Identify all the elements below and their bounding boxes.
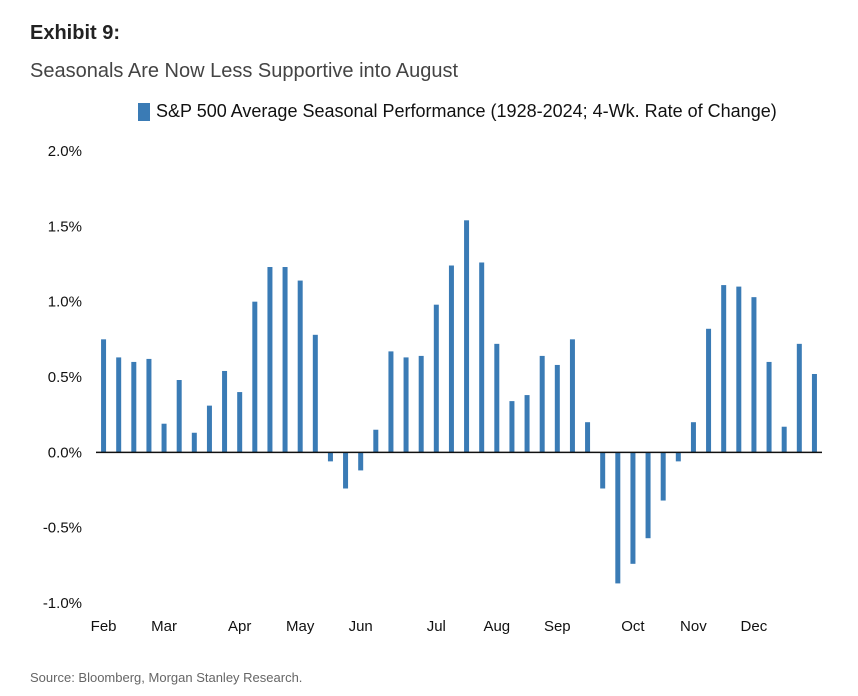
bar — [524, 395, 530, 453]
bar — [736, 286, 742, 453]
bar — [766, 361, 772, 453]
x-tick-label: Apr — [228, 618, 251, 635]
bar — [660, 452, 666, 501]
bar — [191, 432, 197, 453]
bar — [706, 328, 712, 453]
bar — [297, 280, 303, 453]
bar — [585, 422, 591, 453]
bar — [690, 422, 696, 453]
bar — [358, 452, 364, 471]
bar — [343, 452, 349, 489]
bar — [615, 452, 621, 584]
bar — [600, 452, 606, 489]
bar — [433, 304, 439, 453]
x-tick-label: Sep — [544, 618, 571, 635]
bar — [569, 339, 575, 453]
bar — [267, 267, 273, 453]
bar — [403, 357, 409, 453]
bar — [781, 426, 787, 453]
bar — [509, 401, 515, 453]
bar — [206, 405, 212, 453]
x-tick-label: Nov — [680, 618, 707, 635]
bar — [373, 429, 379, 453]
y-tick-label: -0.5% — [43, 520, 82, 537]
bar — [282, 267, 288, 453]
bar — [237, 392, 243, 453]
bar — [448, 265, 454, 453]
bar — [146, 358, 152, 453]
bar — [312, 334, 318, 453]
bar — [675, 452, 681, 462]
bar — [388, 351, 394, 453]
bar — [327, 452, 333, 462]
x-tick-label: Jul — [427, 618, 446, 635]
legend: S&P 500 Average Seasonal Performance (19… — [138, 101, 777, 122]
bar — [222, 370, 228, 453]
y-tick-label: -1.0% — [43, 595, 82, 612]
legend-label: S&P 500 Average Seasonal Performance (19… — [156, 101, 777, 121]
x-tick-label: Oct — [621, 618, 645, 635]
exhibit-label: Exhibit 9: — [30, 22, 121, 44]
y-tick-label: 0.0% — [48, 444, 82, 461]
source-note: Source: Bloomberg, Morgan Stanley Resear… — [30, 670, 303, 685]
bar — [811, 373, 817, 453]
x-tick-label: Dec — [741, 618, 768, 635]
chart-title: Seasonals Are Now Less Supportive into A… — [30, 60, 459, 82]
bar — [252, 301, 258, 453]
y-tick-label: 1.5% — [48, 218, 82, 235]
x-tick-label: Aug — [483, 618, 510, 635]
bar — [479, 262, 485, 453]
bar — [116, 357, 122, 453]
bar — [464, 220, 470, 453]
bar — [418, 355, 424, 453]
bar — [176, 380, 182, 453]
bar — [539, 355, 545, 453]
bar — [131, 361, 137, 453]
bar — [101, 339, 107, 453]
bar — [796, 343, 802, 453]
bar — [494, 343, 500, 453]
bar — [630, 452, 636, 564]
bar — [721, 285, 727, 453]
x-tick-label: Feb — [91, 618, 117, 635]
x-tick-label: Jun — [349, 618, 373, 635]
bar — [645, 452, 651, 539]
y-tick-label: 2.0% — [48, 143, 82, 160]
bar — [751, 297, 757, 453]
y-tick-label: 0.5% — [48, 369, 82, 386]
x-tick-label: May — [286, 618, 315, 635]
x-tick-label: Mar — [151, 618, 177, 635]
legend-swatch — [138, 102, 150, 121]
bar — [554, 364, 560, 453]
bar — [161, 423, 167, 453]
y-tick-label: 1.0% — [48, 294, 82, 311]
